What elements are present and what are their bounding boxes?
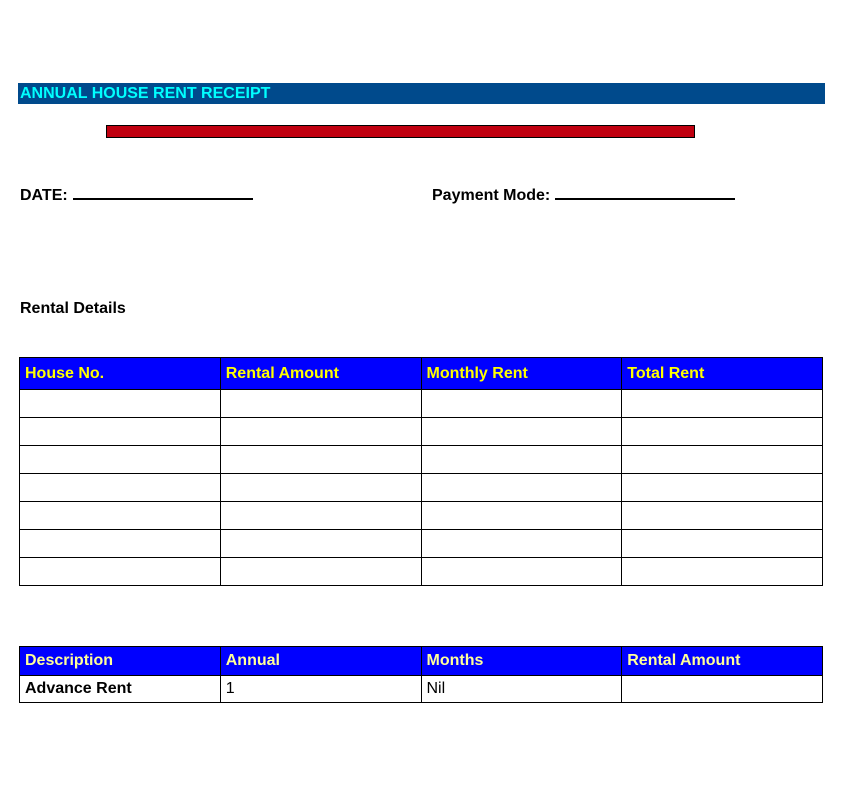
table-cell[interactable]: 1 [219,675,422,703]
table-cell[interactable] [219,445,422,474]
column-header: Monthly Rent [420,357,623,390]
column-header: Rental Amount [219,357,422,390]
table-row: Advance Rent 1 Nil [19,675,823,703]
table-cell[interactable] [219,529,422,558]
table-cell[interactable]: Nil [420,675,623,703]
column-header: Rental Amount [621,646,823,676]
table-cell[interactable] [621,557,823,586]
table-row [19,417,823,446]
table-row [19,529,823,558]
rental-details-table: House No. Rental Amount Monthly Rent Total … [19,357,823,586]
table-cell[interactable] [420,501,623,530]
table-cell[interactable] [420,529,623,558]
table-cell[interactable] [420,445,623,474]
page-title: ANNUAL HOUSE RENT RECEIPT [18,83,825,104]
column-header: House No. [19,357,221,390]
red-divider-bar [106,125,695,138]
table-cell[interactable] [219,473,422,502]
table-cell[interactable] [219,417,422,446]
table-cell[interactable] [19,389,221,418]
table-cell[interactable] [19,557,221,586]
column-header: Description [19,646,221,676]
table-row [19,557,823,586]
column-header: Annual [219,646,422,676]
date-field[interactable]: DATE: [20,183,253,205]
summary-table: Description Annual Months Rental Amount Adva… [19,646,823,703]
date-blank-line [72,183,253,200]
table-cell[interactable] [621,501,823,530]
table-cell[interactable] [219,557,422,586]
table-cell[interactable] [219,501,422,530]
section-label: Rental Details [20,300,126,317]
table-row [19,389,823,418]
table-row [19,501,823,530]
date-label: DATE: [20,187,68,204]
payment-mode-field[interactable]: Payment Mode: [432,183,736,205]
table-cell[interactable] [621,675,823,703]
table-cell[interactable] [19,445,221,474]
column-header: Months [420,646,623,676]
table-cell[interactable] [420,417,623,446]
table-cell[interactable] [420,557,623,586]
payment-mode-blank-line [555,183,736,200]
table-row [19,445,823,474]
table-cell[interactable] [420,389,623,418]
table-cell[interactable] [19,473,221,502]
payment-mode-label: Payment Mode: [432,187,551,204]
table-cell[interactable] [420,473,623,502]
column-header: Total Rent [621,357,823,390]
table-cell[interactable]: Advance Rent [19,675,221,703]
table-cell[interactable] [621,417,823,446]
table-cell[interactable] [19,501,221,530]
table-cell[interactable] [621,389,823,418]
table-cell[interactable] [19,417,221,446]
table-row [19,473,823,502]
table-cell[interactable] [19,529,221,558]
table-cell[interactable] [621,529,823,558]
table-cell[interactable] [621,473,823,502]
table-cell[interactable] [219,389,422,418]
table-cell[interactable] [621,445,823,474]
